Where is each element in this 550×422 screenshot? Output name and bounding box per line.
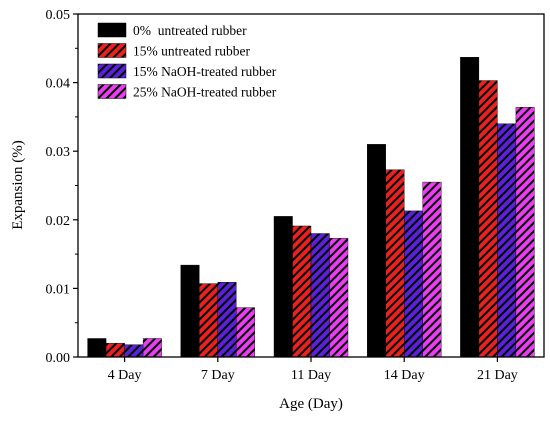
- bar-7-day-series-2: [199, 283, 219, 358]
- legend-label-4: 25% NaOH-treated rubber: [133, 85, 277, 100]
- y-axis-title: Expansion (%): [10, 140, 26, 230]
- bar-7-day-series-3: [217, 282, 237, 358]
- y-tick-label: 0.02: [46, 214, 71, 229]
- bar-11-day-series-1: [273, 216, 293, 358]
- y-tick-label: 0.00: [46, 351, 71, 366]
- legend: 0% untreated rubber 15% untreated rubber 1…: [97, 22, 277, 100]
- bar-11-day-series-3: [310, 233, 330, 358]
- axes-layer: 4 Day 7 Day 11 Day 14 Day 21 Day 0.00 0.01 0.02…: [46, 8, 518, 383]
- y-tick-label: 0.03: [46, 145, 71, 160]
- x-tick-label: 4 Day: [108, 368, 142, 383]
- bar-14-day-series-3: [404, 210, 423, 358]
- y-tick-label: 0.05: [46, 8, 71, 23]
- x-tick-label: 14 Day: [384, 368, 425, 383]
- bar-21-day-series-1: [460, 57, 480, 358]
- x-axis-title: Age (Day): [279, 396, 343, 412]
- legend-label-2: 15% untreated rubber: [133, 44, 250, 59]
- bar-4-day-series-3: [124, 344, 144, 358]
- x-tick-label: 11 Day: [291, 368, 331, 383]
- y-tick-label: 0.04: [46, 77, 71, 92]
- bar-21-day-series-3: [497, 123, 517, 358]
- bar-4-day-series-4: [142, 338, 162, 358]
- legend-swatch-4: [97, 84, 127, 99]
- bar-21-day-series-4: [515, 107, 535, 358]
- bar-7-day-series-4: [236, 307, 256, 358]
- bar-11-day-series-4: [329, 238, 349, 358]
- bar-4-day-series-2: [105, 343, 125, 358]
- legend-swatch-1: [97, 22, 127, 38]
- legend-label-1: 0% untreated rubber: [133, 23, 247, 38]
- bar-11-day-series-2: [292, 225, 312, 358]
- bar-7-day-series-1: [180, 264, 200, 358]
- bar-21-day-series-2: [478, 80, 498, 358]
- x-tick-label: 21 Day: [477, 368, 518, 383]
- bar-14-day-series-4: [422, 181, 442, 358]
- bar-14-day-series-2: [385, 169, 405, 358]
- legend-swatch-2: [97, 43, 127, 58]
- y-tick-label: 0.01: [46, 282, 71, 297]
- bar-4-day-series-1: [87, 338, 107, 358]
- legend-swatch-3: [97, 63, 127, 79]
- x-tick-label: 7 Day: [201, 368, 235, 383]
- legend-label-3: 15% NaOH-treated rubber: [133, 64, 277, 79]
- bars-layer: [87, 57, 535, 358]
- bar-14-day-series-1: [367, 144, 386, 358]
